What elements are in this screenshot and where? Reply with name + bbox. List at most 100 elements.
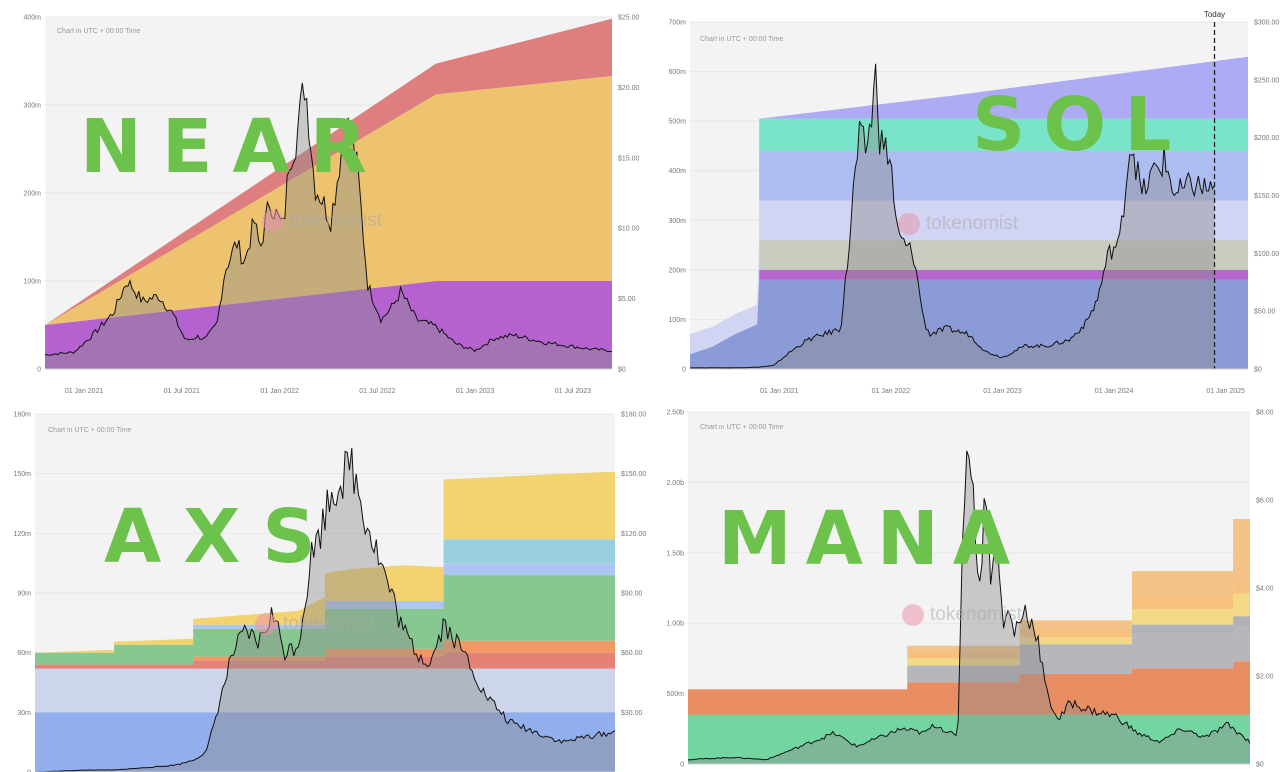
y2-tick-label: $150.00 — [1254, 193, 1279, 200]
y2-tick-label: $120.00 — [621, 531, 646, 538]
y2-tick-label: $180.00 — [621, 412, 646, 419]
y-tick-label: 30m — [17, 710, 31, 717]
y-tick-label: 1.50b — [666, 550, 684, 557]
token-label-axs: AXS — [104, 494, 338, 580]
y-tick-label: 60m — [17, 650, 31, 657]
y-tick-label: 500m — [666, 691, 684, 698]
watermark-text: tokenomist — [283, 613, 375, 635]
x-tick-label: 01 Jan 2023 — [456, 388, 495, 395]
y2-tick-label: $250.00 — [1254, 77, 1279, 84]
y-tick-label: 100m — [23, 279, 41, 286]
y2-tick-label: $90.00 — [621, 591, 643, 598]
y2-tick-label: $8.00 — [1256, 410, 1274, 417]
y2-tick-label: $25.00 — [618, 15, 640, 22]
y2-tick-label: $0 — [1256, 762, 1264, 769]
chart-panel-near: 0 100m 200m 300m 400m $0 $5.00 $10.00 $15.00 $20.… — [0, 0, 650, 400]
area-series-1 — [688, 661, 1250, 715]
y-tick-label: 2.00b — [666, 480, 684, 487]
price-area — [35, 448, 615, 772]
y2-tick-label: $0 — [1254, 367, 1262, 374]
chart-caption: Chart in UTC + 00:00 Time — [48, 427, 132, 434]
y2-tick-label: $5.00 — [618, 296, 636, 303]
price-area — [45, 83, 612, 369]
y-tick-label: 500m — [668, 119, 686, 126]
y-tick-label: 0 — [27, 770, 31, 772]
price-line — [44, 82, 613, 356]
chart-panel-axs: 0 30m 60m 90m 120m 150m 180m $30.00 $60.00 $90.00… — [0, 400, 650, 772]
area-series-2 — [688, 626, 1250, 690]
axs-chart-svg: 0 30m 60m 90m 120m 150m 180m $30.00 $60.00 $90.00… — [13, 412, 646, 772]
area-series-2 — [35, 652, 615, 669]
area-series-7 — [35, 471, 615, 653]
chart-caption: Chart in UTC + 00:00 Time — [700, 36, 784, 43]
tokenomist-logo-icon — [255, 613, 277, 635]
sol-chart-svg: Today 0 100m 200m 300m 400m 500m 600m 700m $0 $50.… — [668, 10, 1279, 395]
y2-tick-label: $15.00 — [618, 155, 640, 162]
y2-tick-label: $150.00 — [621, 471, 646, 478]
watermark-text: tokenomist — [926, 213, 1018, 235]
y2-tick-label: $10.00 — [618, 226, 640, 233]
price-line — [34, 447, 616, 772]
y-tick-label: 600m — [668, 69, 686, 76]
area-series-1 — [35, 668, 615, 713]
area-series-0 — [690, 279, 1248, 369]
y-tick-label: 0 — [680, 762, 684, 769]
area-series-6 — [690, 56, 1248, 335]
y2-tick-label: $2.00 — [1256, 674, 1274, 681]
y-tick-label: 300m — [668, 218, 686, 225]
tokenomist-watermark: tokenomist — [898, 213, 1018, 235]
y2-tick-label: $6.00 — [1256, 498, 1274, 505]
y-tick-label: 90m — [17, 591, 31, 598]
today-marker-label: Today — [1204, 10, 1225, 19]
chart-caption: Chart in UTC + 00:00 Time — [700, 424, 784, 431]
y2-tick-label: $200.00 — [1254, 135, 1279, 142]
area-series-0 — [35, 712, 615, 772]
y-tick-label: 100m — [668, 317, 686, 324]
y-tick-label: 300m — [23, 103, 41, 110]
mana-chart-svg: 0 500m 1.00b 1.50b 2.00b 2.50b $0 $2.00 $4.00 $6.… — [666, 410, 1274, 769]
x-tick-label: 01 Jan 2025 — [1206, 388, 1245, 395]
y-tick-label: 0 — [37, 367, 41, 374]
area-series-6 — [35, 539, 615, 653]
tokenomist-watermark: tokenomist — [262, 210, 382, 232]
y-tick-label: 400m — [668, 168, 686, 175]
area-series-1 — [690, 269, 1248, 355]
y-tick-label: 200m — [668, 267, 686, 274]
y2-tick-label: $60.00 — [621, 650, 643, 657]
y2-tick-label: $300.00 — [1254, 20, 1279, 27]
chart-caption: Chart in UTC + 00:00 Time — [57, 28, 141, 35]
x-tick-label: 01 Jan 2023 — [983, 388, 1022, 395]
chart-panel-mana: 0 500m 1.00b 1.50b 2.00b 2.50b $0 $2.00 $4.00 $6.… — [650, 400, 1280, 772]
x-tick-label: 01 Jan 2021 — [760, 388, 799, 395]
y-tick-label: 1.00b — [666, 621, 684, 628]
tokenomist-logo-icon — [262, 210, 284, 232]
area-series-2 — [45, 18, 612, 326]
area-series-5 — [690, 118, 1248, 335]
x-tick-label: 01 Jan 2022 — [872, 388, 911, 395]
x-tick-label: 01 Jan 2022 — [260, 388, 299, 395]
area-series-3 — [690, 200, 1248, 355]
y-tick-label: 700m — [668, 20, 686, 27]
x-tick-label: 01 Jul 2021 — [164, 388, 200, 395]
watermark-text: tokenomist — [290, 210, 382, 232]
y-tick-label: 200m — [23, 191, 41, 198]
tokenomist-logo-icon — [902, 604, 924, 626]
token-label-mana: MANA — [718, 496, 1025, 582]
chart-panel-sol: Today 0 100m 200m 300m 400m 500m 600m 700m $0 $50.… — [650, 0, 1280, 400]
area-series-1 — [45, 76, 612, 325]
y2-tick-label: $4.00 — [1256, 586, 1274, 593]
x-tick-label: 01 Jan 2024 — [1095, 388, 1134, 395]
token-label-sol: SOL — [972, 82, 1190, 168]
area-series-4 — [690, 150, 1248, 335]
y2-tick-label: $30.00 — [621, 710, 643, 717]
x-tick-label: 01 Jan 2021 — [65, 388, 104, 395]
y-tick-label: 0 — [682, 367, 686, 374]
price-area — [690, 63, 1215, 370]
y-tick-label: 2.50b — [666, 410, 684, 417]
tokenomist-watermark: tokenomist — [255, 613, 375, 635]
y2-tick-label: $100.00 — [1254, 251, 1279, 258]
y2-tick-label: $20.00 — [618, 85, 640, 92]
price-line — [687, 450, 1251, 761]
price-area — [688, 450, 1250, 764]
y-tick-label: 400m — [23, 15, 41, 22]
